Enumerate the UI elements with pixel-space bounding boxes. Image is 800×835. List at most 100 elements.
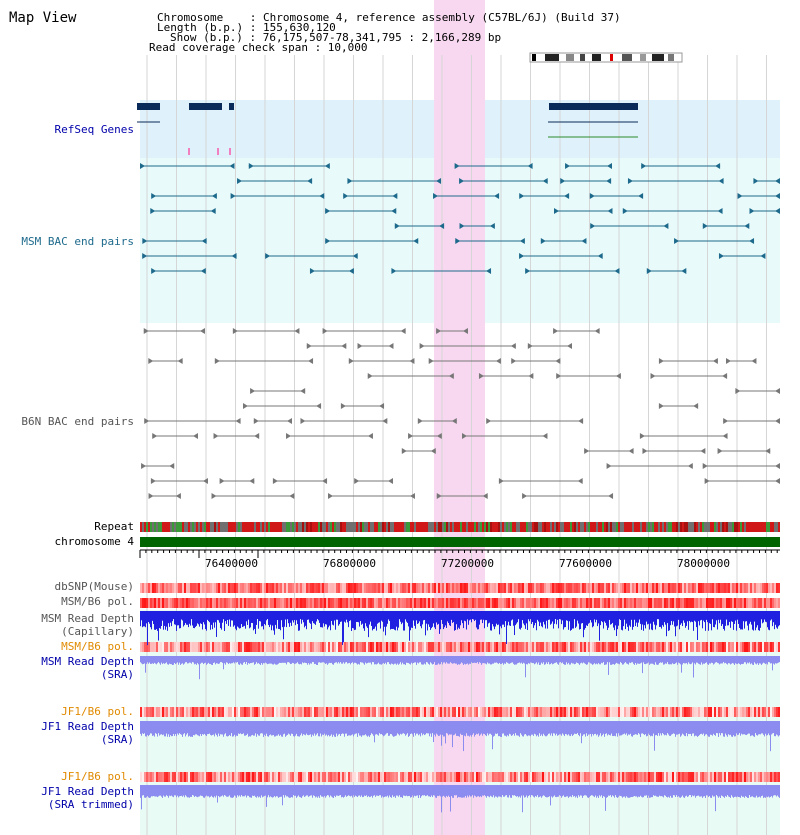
- track-label-dbsnp[interactable]: dbSNP(Mouse): [54, 580, 134, 593]
- read-depth-bar: [701, 611, 702, 620]
- read-depth-bar: [546, 785, 547, 798]
- read-depth-bar: [273, 656, 274, 665]
- snp-density-cell: [218, 707, 220, 717]
- read-depth-bar: [481, 656, 482, 665]
- read-depth-bar: [211, 785, 212, 796]
- read-depth-bar: [197, 785, 198, 798]
- read-depth-bar: [469, 611, 470, 621]
- track-label-msm-depth-sra[interactable]: MSM Read Depth: [41, 655, 134, 668]
- read-depth-bar: [216, 785, 217, 796]
- snp-density-cell: [744, 642, 746, 652]
- read-depth-bar: [329, 656, 330, 663]
- snp-density-cell: [618, 707, 620, 717]
- snp-density-cell: [636, 598, 638, 608]
- read-depth-bar: [736, 611, 737, 631]
- snp-density-cell: [620, 707, 622, 717]
- track-label-repeat[interactable]: Repeat: [94, 520, 134, 533]
- snp-density-cell: [696, 772, 698, 782]
- track-label-jf1-b6-pol[interactable]: JF1/B6 pol.: [61, 705, 134, 718]
- msm-bac-pair-end: [489, 223, 495, 229]
- track-label-msm-b6-pol-2[interactable]: MSM/B6 pol.: [61, 640, 134, 653]
- read-depth-bar: [777, 785, 778, 796]
- snp-density-cell: [370, 598, 372, 608]
- track-label-b6n-bac[interactable]: B6N BAC end pairs: [21, 415, 134, 428]
- track-label-jf1-b6-pol-2[interactable]: JF1/B6 pol.: [61, 770, 134, 783]
- read-depth-bar: [370, 611, 371, 622]
- read-depth-bar: [634, 785, 635, 796]
- read-depth-bar: [715, 656, 716, 663]
- gene-mark: [229, 148, 231, 155]
- read-depth-bar: [337, 785, 338, 796]
- repeat-segment: [688, 522, 690, 532]
- read-depth-bar: [738, 656, 739, 664]
- snp-density-cell: [550, 707, 552, 717]
- snp-density-cell: [418, 598, 420, 608]
- read-depth-bar: [697, 656, 698, 663]
- read-depth-bar: [671, 656, 672, 665]
- snp-density-cell: [168, 642, 170, 652]
- read-depth-bar: [673, 721, 674, 734]
- read-depth-bar: [605, 611, 606, 623]
- read-depth-bar: [437, 721, 438, 735]
- snp-density-cell: [366, 642, 368, 652]
- read-depth-bar: [172, 656, 173, 665]
- read-depth-bar: [631, 611, 632, 620]
- read-depth-bar: [522, 721, 523, 737]
- read-depth-bar: [668, 611, 669, 631]
- snp-density-cell: [316, 583, 318, 593]
- repeat-segment: [600, 522, 602, 532]
- snp-density-cell: [704, 598, 706, 608]
- read-depth-bar: [732, 721, 733, 737]
- msm-bac-pair-end: [638, 193, 644, 199]
- snp-density-cell: [448, 772, 450, 782]
- read-depth-bar: [406, 785, 407, 796]
- track-label-jf1-depth-trimmed[interactable]: JF1 Read Depth: [41, 785, 134, 798]
- snp-density-cell: [294, 583, 296, 593]
- read-depth-bar: [676, 785, 677, 796]
- read-depth-bar: [496, 721, 497, 734]
- snp-density-cell: [732, 598, 734, 608]
- read-depth-bar: [761, 611, 762, 620]
- read-depth-bar: [260, 785, 261, 798]
- repeat-segment: [156, 522, 158, 532]
- read-depth-bar: [594, 656, 595, 664]
- snp-density-cell: [582, 583, 584, 593]
- msm-bac-pair-end: [211, 193, 217, 199]
- repeat-segment: [576, 522, 578, 532]
- read-depth-bar: [358, 721, 359, 734]
- read-depth-bar: [589, 656, 590, 663]
- read-depth-bar: [308, 656, 309, 664]
- read-depth-bar: [207, 721, 208, 735]
- read-depth-bar: [280, 656, 281, 663]
- repeat-segment: [382, 522, 384, 532]
- read-depth-bar: [697, 721, 698, 737]
- read-depth-bar: [146, 656, 147, 664]
- read-depth-bar: [492, 611, 493, 625]
- read-depth-bar: [317, 721, 318, 734]
- snp-density-cell: [260, 707, 262, 717]
- repeat-segment: [702, 522, 704, 532]
- snp-density-cell: [152, 598, 154, 608]
- read-depth-bar: [182, 656, 183, 664]
- snp-density-cell: [768, 772, 770, 782]
- read-depth-bar: [526, 721, 527, 736]
- track-label-msm-b6-pol[interactable]: MSM/B6 pol.: [61, 595, 134, 608]
- track-label-refseq[interactable]: RefSeq Genes: [54, 123, 134, 136]
- read-depth-bar: [596, 721, 597, 736]
- read-depth-bar: [407, 611, 408, 623]
- track-label-msm-depth-capillary[interactable]: MSM Read Depth: [41, 612, 134, 625]
- read-depth-bar: [689, 721, 690, 735]
- read-depth-bar: [429, 721, 430, 737]
- track-label-msm-bac[interactable]: MSM BAC end pairs: [21, 235, 134, 248]
- read-depth-bar: [276, 611, 277, 629]
- read-depth-bar: [342, 785, 343, 797]
- read-depth-bar: [499, 611, 500, 635]
- read-depth-bar: [729, 721, 730, 736]
- snp-density-cell: [232, 642, 234, 652]
- read-depth-bar: [215, 721, 216, 734]
- snp-density-cell: [354, 707, 356, 717]
- track-label-jf1-depth-sra[interactable]: JF1 Read Depth: [41, 720, 134, 733]
- read-depth-bar: [434, 656, 435, 663]
- read-depth-bar: [483, 611, 484, 620]
